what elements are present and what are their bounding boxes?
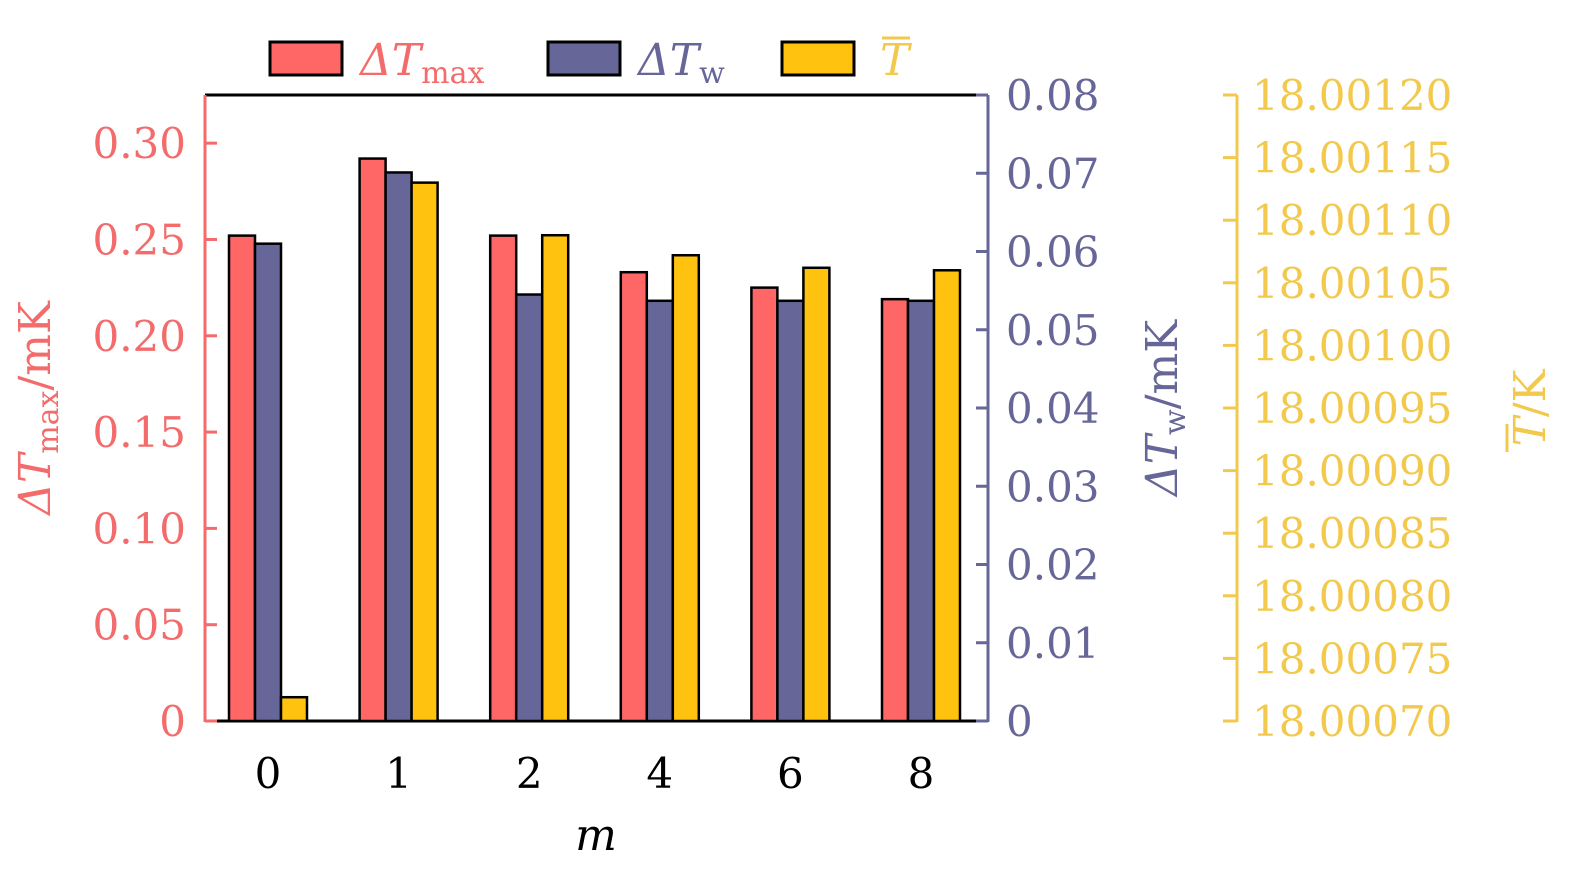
legend-swatch-dtw (546, 40, 622, 77)
bar-dtw-6 (776, 299, 805, 723)
bar-dtw-0 (253, 242, 283, 723)
x-tick-label-0: 0 (255, 749, 282, 798)
legend-label-dtw: ΔTw (636, 35, 725, 91)
right-axis-title-text: ΔTw/mK (1137, 319, 1193, 498)
right2-axis-title: T/K (1505, 368, 1556, 452)
right-axis-title: ΔTw/mK (1137, 319, 1193, 498)
ticks: 0 1 2 4 6 8 0 0.05 0.10 0.15 0.20 0.25 0.30 0 0.01 0.02… (92, 71, 1452, 798)
left-axis-title-text: ΔTmax/mK (10, 300, 66, 517)
bar-tbar-8 (932, 269, 962, 723)
x-axis-title: m (575, 810, 617, 861)
x-tick-label-2: 2 (516, 749, 543, 798)
right-tick-label: 0.08 (1006, 71, 1100, 120)
bar-dtw-2 (514, 293, 544, 723)
right2-tick-label: 18.00085 (1252, 509, 1452, 558)
right-tick-label: 0.03 (1006, 462, 1100, 511)
right-tick-label: 0.06 (1006, 228, 1100, 277)
right2-tick-label: 18.00105 (1252, 259, 1452, 308)
right2-tick-label: 18.00120 (1252, 71, 1452, 120)
x-tick-label-8: 8 (908, 749, 935, 798)
right2-tick-label: 18.00090 (1252, 447, 1452, 496)
bars (227, 157, 962, 723)
right-tick-label: 0 (1006, 697, 1033, 746)
x-tick-label-4: 4 (646, 749, 673, 798)
bar-dtmax-1 (358, 157, 387, 723)
left-tick-label: 0.20 (92, 312, 186, 361)
right2-tick-label: 18.00095 (1252, 384, 1452, 433)
right-tick-label: 0.04 (1006, 384, 1100, 433)
right2-tick-label: 18.00070 (1252, 697, 1452, 746)
bar-dtmax-8 (880, 297, 910, 723)
left-tick-label: 0.30 (92, 119, 186, 168)
right-tick-label: 0.02 (1006, 541, 1100, 590)
bar-dtw-4 (645, 299, 675, 723)
x-tick-label-6: 6 (777, 749, 804, 798)
legend: ΔTmax ΔTw T (268, 35, 913, 91)
bar-tbar-2 (540, 233, 570, 723)
bar-tbar-6 (802, 266, 831, 723)
bar-dtmax-0 (227, 234, 257, 723)
left-tick-label: 0.10 (92, 504, 186, 553)
bar-dtw-8 (906, 299, 936, 723)
bar-dtmax-4 (619, 270, 649, 723)
right-tick-label: 0.01 (1006, 619, 1100, 668)
bar-tbar-0 (279, 695, 309, 723)
right2-tick-label: 18.00100 (1252, 321, 1452, 370)
bar-dtw-1 (384, 171, 413, 723)
right2-tick-label: 18.00080 (1252, 572, 1452, 621)
left-tick-label: 0.15 (92, 408, 186, 457)
bar-dtmax-2 (488, 234, 518, 723)
left-tick-label: 0.05 (92, 601, 186, 650)
left-axis-title: ΔTmax/mK (10, 300, 66, 517)
legend-swatch-tbar (780, 40, 856, 77)
right2-axis-title-text: T/K (1505, 368, 1556, 446)
legend-label-dtmax: ΔTmax (358, 35, 484, 91)
right2-tick-label: 18.00115 (1252, 134, 1452, 183)
bar-tbar-4 (671, 254, 701, 723)
plot-area: 0 1 2 4 6 8 0 0.05 0.10 0.15 0.20 0.25 0.30 0 0.01 0.02… (92, 71, 1452, 798)
legend-label-tbar: T (880, 35, 913, 86)
left-tick-label: 0.25 (92, 215, 186, 264)
legend-swatch-dtmax (268, 40, 344, 77)
right-tick-label: 0.07 (1006, 149, 1100, 198)
bar-tbar-1 (410, 181, 439, 723)
x-tick-label-1: 1 (385, 749, 412, 798)
right-tick-label: 0.05 (1006, 306, 1100, 355)
right2-tick-label: 18.00075 (1252, 634, 1452, 683)
left-tick-label: 0 (159, 697, 186, 746)
bar-dtmax-6 (750, 286, 779, 723)
right2-tick-label: 18.00110 (1252, 196, 1452, 245)
